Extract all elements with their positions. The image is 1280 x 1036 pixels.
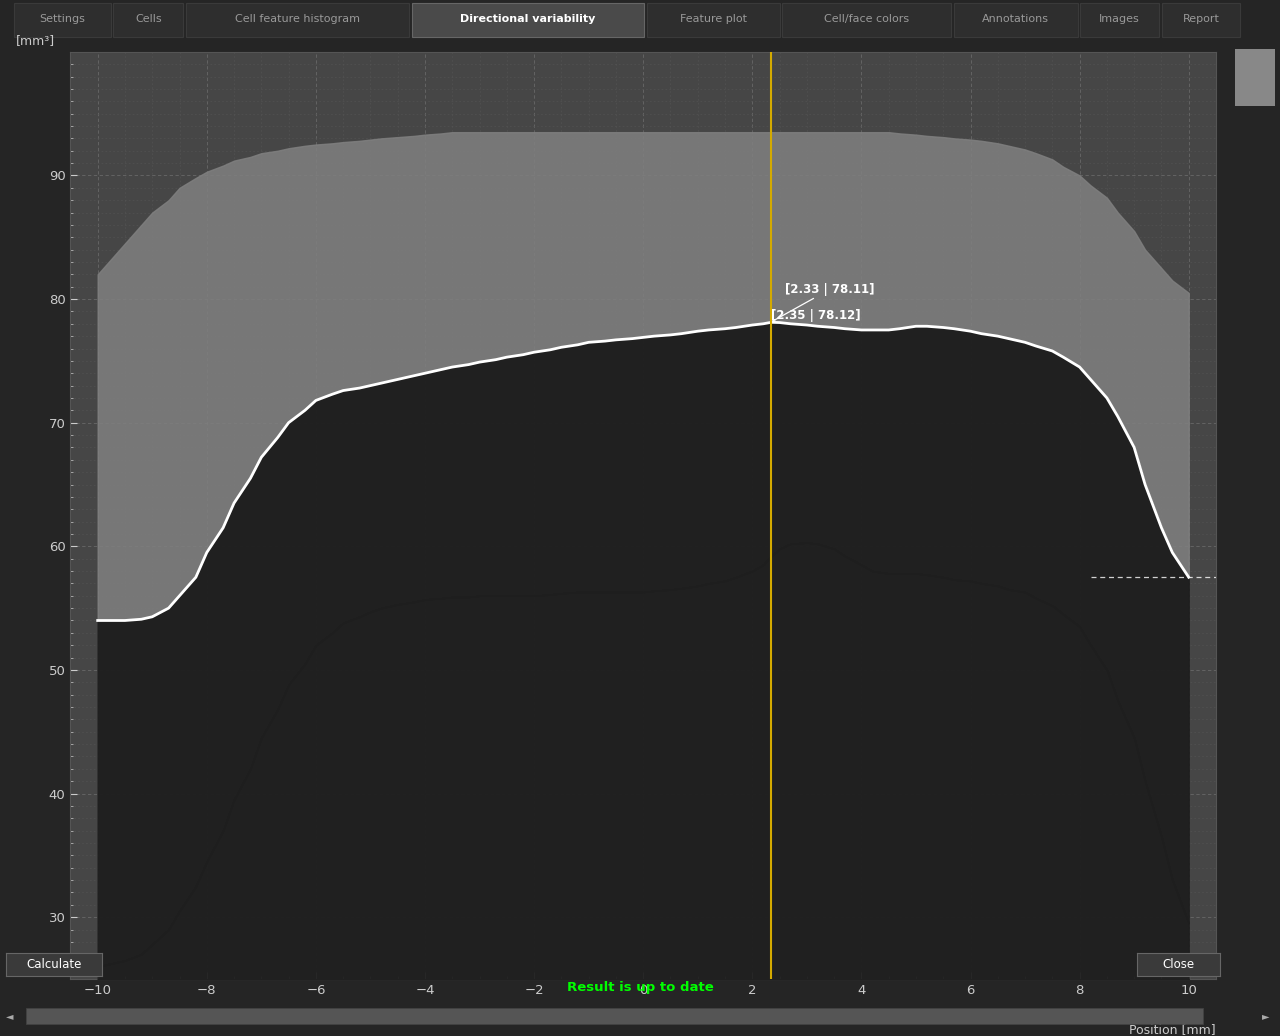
- Text: Calculate: Calculate: [27, 958, 82, 971]
- Text: Report: Report: [1183, 13, 1220, 24]
- Bar: [26, 1008, 1203, 1025]
- Text: Directional variability: Directional variability: [460, 13, 595, 24]
- Bar: [954, 3, 1078, 37]
- Text: Images: Images: [1100, 13, 1140, 24]
- Text: ►: ►: [1262, 1011, 1270, 1021]
- Text: [2.33 | 78.11]: [2.33 | 78.11]: [773, 283, 874, 321]
- Bar: [14, 3, 111, 37]
- Text: Feature plot: Feature plot: [680, 13, 746, 24]
- Text: Result is up to date: Result is up to date: [567, 981, 713, 995]
- Bar: [1161, 3, 1240, 37]
- Text: [mm³]: [mm³]: [15, 34, 55, 48]
- Bar: [1080, 3, 1158, 37]
- Text: ◄: ◄: [6, 1011, 14, 1021]
- Text: Annotations: Annotations: [982, 13, 1050, 24]
- Bar: [782, 3, 951, 37]
- Bar: [412, 3, 644, 37]
- Text: Cells: Cells: [134, 13, 161, 24]
- Text: Position [mm]: Position [mm]: [1129, 1024, 1216, 1036]
- Text: Cell/face colors: Cell/face colors: [824, 13, 909, 24]
- Bar: [186, 3, 410, 37]
- Text: Close: Close: [1162, 958, 1194, 971]
- Text: Settings: Settings: [40, 13, 86, 24]
- Bar: [646, 3, 780, 37]
- Bar: [1235, 49, 1275, 107]
- Bar: [114, 3, 183, 37]
- Text: [2.35 | 78.12]: [2.35 | 78.12]: [772, 310, 861, 322]
- Text: Cell feature histogram: Cell feature histogram: [236, 13, 360, 24]
